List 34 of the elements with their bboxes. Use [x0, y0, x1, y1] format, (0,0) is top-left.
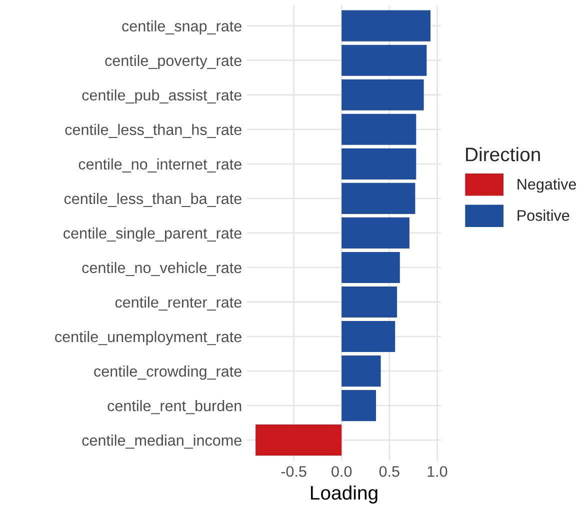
bar — [342, 114, 416, 145]
y-tick-label: centile_no_vehicle_rate — [82, 262, 242, 276]
bar — [342, 10, 430, 42]
y-tick-label: centile_renter_rate — [115, 296, 242, 311]
y-tick-label: centile_crowding_rate — [94, 366, 242, 380]
bar — [342, 252, 400, 284]
bar — [342, 286, 398, 318]
y-tick-label: centile_less_than_ba_rate — [64, 192, 242, 208]
bar — [342, 44, 427, 76]
x-tick-label: -0.5 — [281, 466, 306, 477]
x-axis-title: Loading — [310, 485, 378, 504]
bar — [342, 182, 416, 214]
bar — [342, 217, 410, 248]
legend-label: Negative — [518, 178, 576, 193]
x-tick-label: 1.0 — [428, 466, 448, 477]
y-tick-label: centile_single_parent_rate — [64, 227, 242, 242]
bar — [342, 356, 381, 387]
y-tick-label: centile_pub_assist_rate — [82, 89, 242, 104]
y-tick-label: centile_snap_rate — [122, 20, 242, 35]
y-tick-label: centile_unemployment_rate — [55, 330, 242, 346]
bar — [342, 148, 416, 180]
bar — [342, 390, 376, 422]
bar — [342, 79, 424, 110]
y-tick-label: centile_less_than_hs_rate — [65, 124, 242, 138]
y-tick-label: centile_poverty_rate — [105, 54, 242, 70]
y-tick-label: centile_no_internet_rate — [78, 158, 242, 172]
bar — [342, 320, 396, 352]
bar — [256, 424, 342, 456]
x-tick-label: 0.5 — [379, 466, 400, 477]
y-tick-label: centile_median_income — [82, 434, 242, 449]
legend-title: Direction — [466, 147, 540, 162]
x-tick-label: 0.0 — [332, 466, 352, 477]
legend-label: Positive — [518, 210, 570, 221]
y-tick-label: centile_rent_burden — [108, 400, 242, 414]
